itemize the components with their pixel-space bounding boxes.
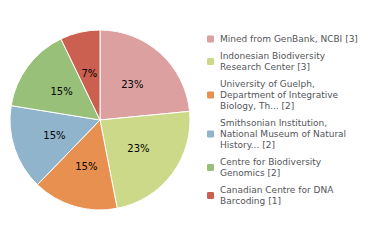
svg-text:Biology, Th... [2]: Biology, Th... [2]	[220, 101, 294, 111]
svg-text:15%: 15%	[75, 161, 97, 172]
svg-text:15%: 15%	[43, 130, 65, 141]
svg-text:Smithsonian Institution,: Smithsonian Institution,	[220, 118, 327, 128]
svg-text:23%: 23%	[127, 143, 149, 154]
svg-text:Centre for Biodiversity: Centre for Biodiversity	[220, 157, 322, 167]
svg-text:Barcoding [1]: Barcoding [1]	[220, 196, 281, 206]
svg-text:National Museum of Natural: National Museum of Natural	[220, 129, 346, 139]
svg-text:Department of Integrative: Department of Integrative	[220, 90, 339, 100]
svg-text:Research Center [3]: Research Center [3]	[220, 62, 310, 72]
svg-text:Canadian Centre for DNA: Canadian Centre for DNA	[220, 185, 334, 195]
svg-text:15%: 15%	[50, 86, 72, 97]
svg-text:History... [2]: History... [2]	[220, 140, 275, 150]
svg-text:Genomics [2]: Genomics [2]	[220, 168, 280, 178]
svg-text:Mined from GenBank, NCBI [3]: Mined from GenBank, NCBI [3]	[220, 34, 358, 44]
svg-text:23%: 23%	[121, 79, 143, 90]
svg-text:7%: 7%	[81, 68, 97, 79]
svg-text:Indonesian Biodiversity: Indonesian Biodiversity	[220, 51, 326, 61]
svg-text:University of Guelph,: University of Guelph,	[220, 79, 315, 89]
